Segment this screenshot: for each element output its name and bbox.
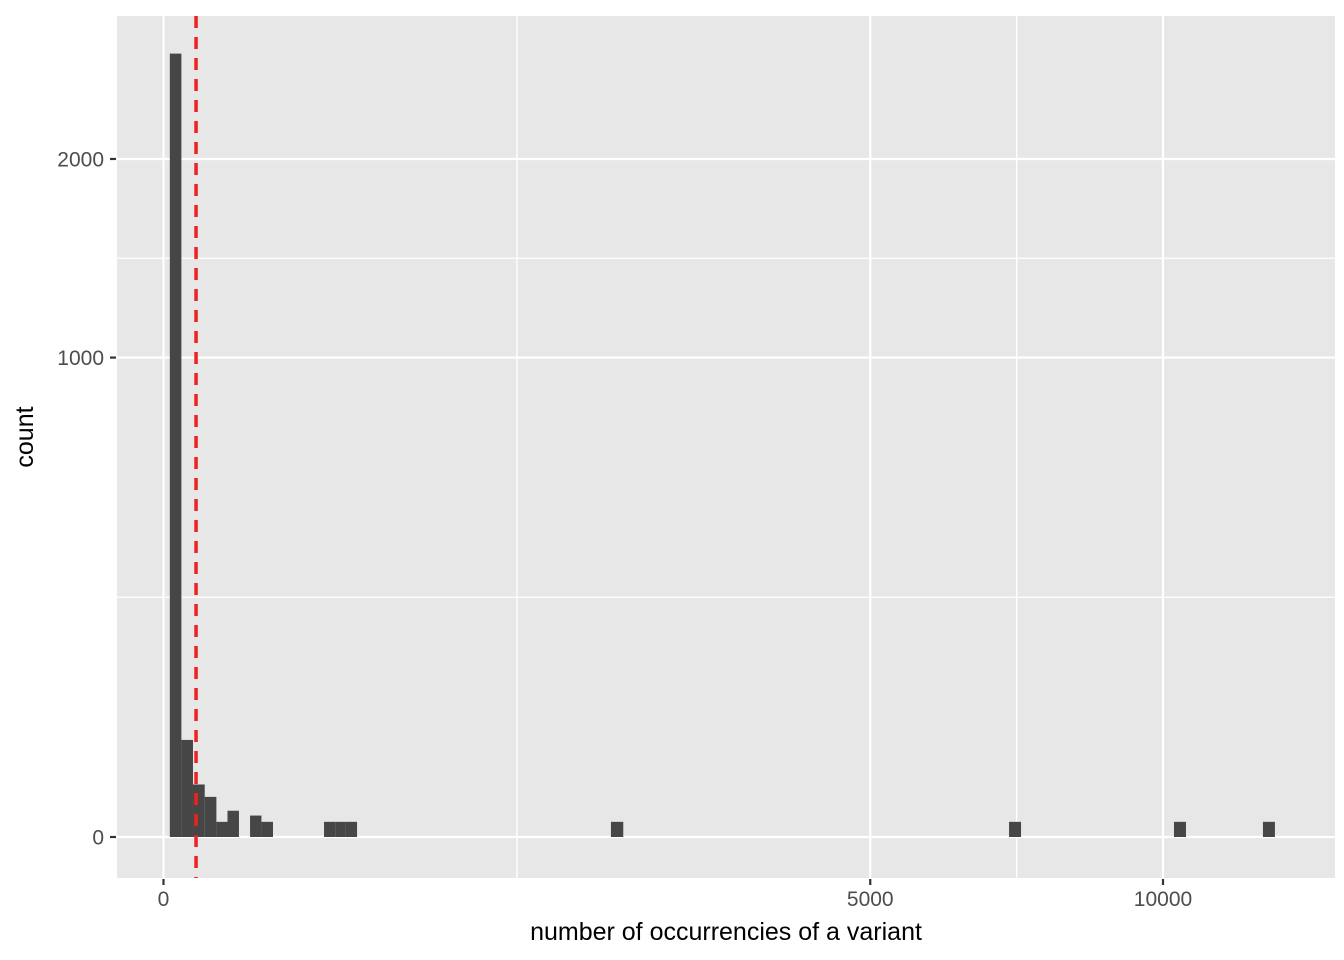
histogram-bar xyxy=(216,821,228,837)
histogram-bar xyxy=(345,821,358,837)
x-tick-label: 5000 xyxy=(847,888,894,911)
histogram-bar xyxy=(204,796,217,837)
y-tick-label: 1000 xyxy=(57,347,104,370)
y-tick-label: 2000 xyxy=(57,148,104,171)
histogram-bar xyxy=(227,810,239,837)
histogram-bar xyxy=(250,815,262,837)
y-axis-title: count xyxy=(11,406,39,468)
histogram-bar xyxy=(324,821,336,837)
x-tick-label: 10000 xyxy=(1134,888,1192,911)
histogram-bar xyxy=(1262,821,1275,837)
histogram-bar xyxy=(169,53,182,837)
histogram-bar xyxy=(335,821,346,837)
histogram-bar xyxy=(1173,821,1186,837)
plot-panel xyxy=(117,16,1335,878)
histogram-bar xyxy=(181,739,193,837)
histogram-bar xyxy=(261,821,273,837)
x-tick-label: 0 xyxy=(158,888,170,911)
histogram-bar xyxy=(192,784,205,837)
x-axis-title: number of occurrencies of a variant xyxy=(530,918,922,946)
histogram-bar xyxy=(1009,821,1022,837)
y-tick-label: 0 xyxy=(92,827,104,850)
histogram-bar xyxy=(610,821,624,837)
